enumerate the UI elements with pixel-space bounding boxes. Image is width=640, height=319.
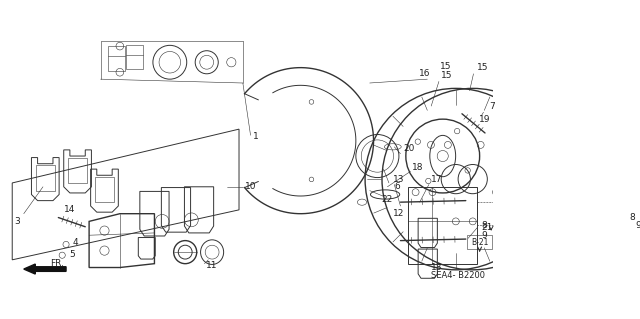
Text: 9: 9	[635, 221, 640, 230]
Text: 11: 11	[206, 261, 218, 270]
Text: 16: 16	[419, 69, 431, 78]
Text: B-21: B-21	[471, 238, 488, 247]
Text: SEA4- B2200: SEA4- B2200	[431, 271, 485, 280]
Bar	[477, 202, 506, 225]
Text: 14: 14	[64, 205, 75, 214]
Text: 18: 18	[412, 163, 424, 172]
Text: 8: 8	[630, 213, 636, 222]
FancyArrow shape	[24, 264, 66, 274]
Bar	[126, 45, 143, 69]
Text: 9: 9	[481, 231, 487, 240]
Text: 3: 3	[15, 217, 20, 226]
Bar	[467, 235, 492, 249]
Text: 21: 21	[481, 223, 493, 232]
Bar	[408, 187, 477, 264]
Text: 15: 15	[440, 62, 452, 70]
Text: 6: 6	[394, 182, 400, 191]
Text: 22: 22	[381, 195, 392, 204]
Text: 13: 13	[431, 263, 443, 272]
Text: 19: 19	[479, 115, 490, 124]
Bar	[108, 46, 125, 71]
Text: 7: 7	[489, 101, 495, 111]
Text: 13: 13	[393, 174, 404, 184]
Text: 15: 15	[441, 71, 452, 80]
Text: 15: 15	[477, 63, 488, 72]
Text: 4: 4	[73, 238, 79, 248]
Text: 12: 12	[393, 209, 404, 218]
Text: 5: 5	[69, 250, 75, 259]
Text: 10: 10	[245, 182, 257, 191]
Text: 8: 8	[481, 221, 487, 230]
Text: FR.: FR.	[50, 259, 64, 268]
Text: 20: 20	[404, 144, 415, 153]
Text: 1: 1	[253, 132, 259, 141]
Text: 17: 17	[431, 174, 443, 184]
